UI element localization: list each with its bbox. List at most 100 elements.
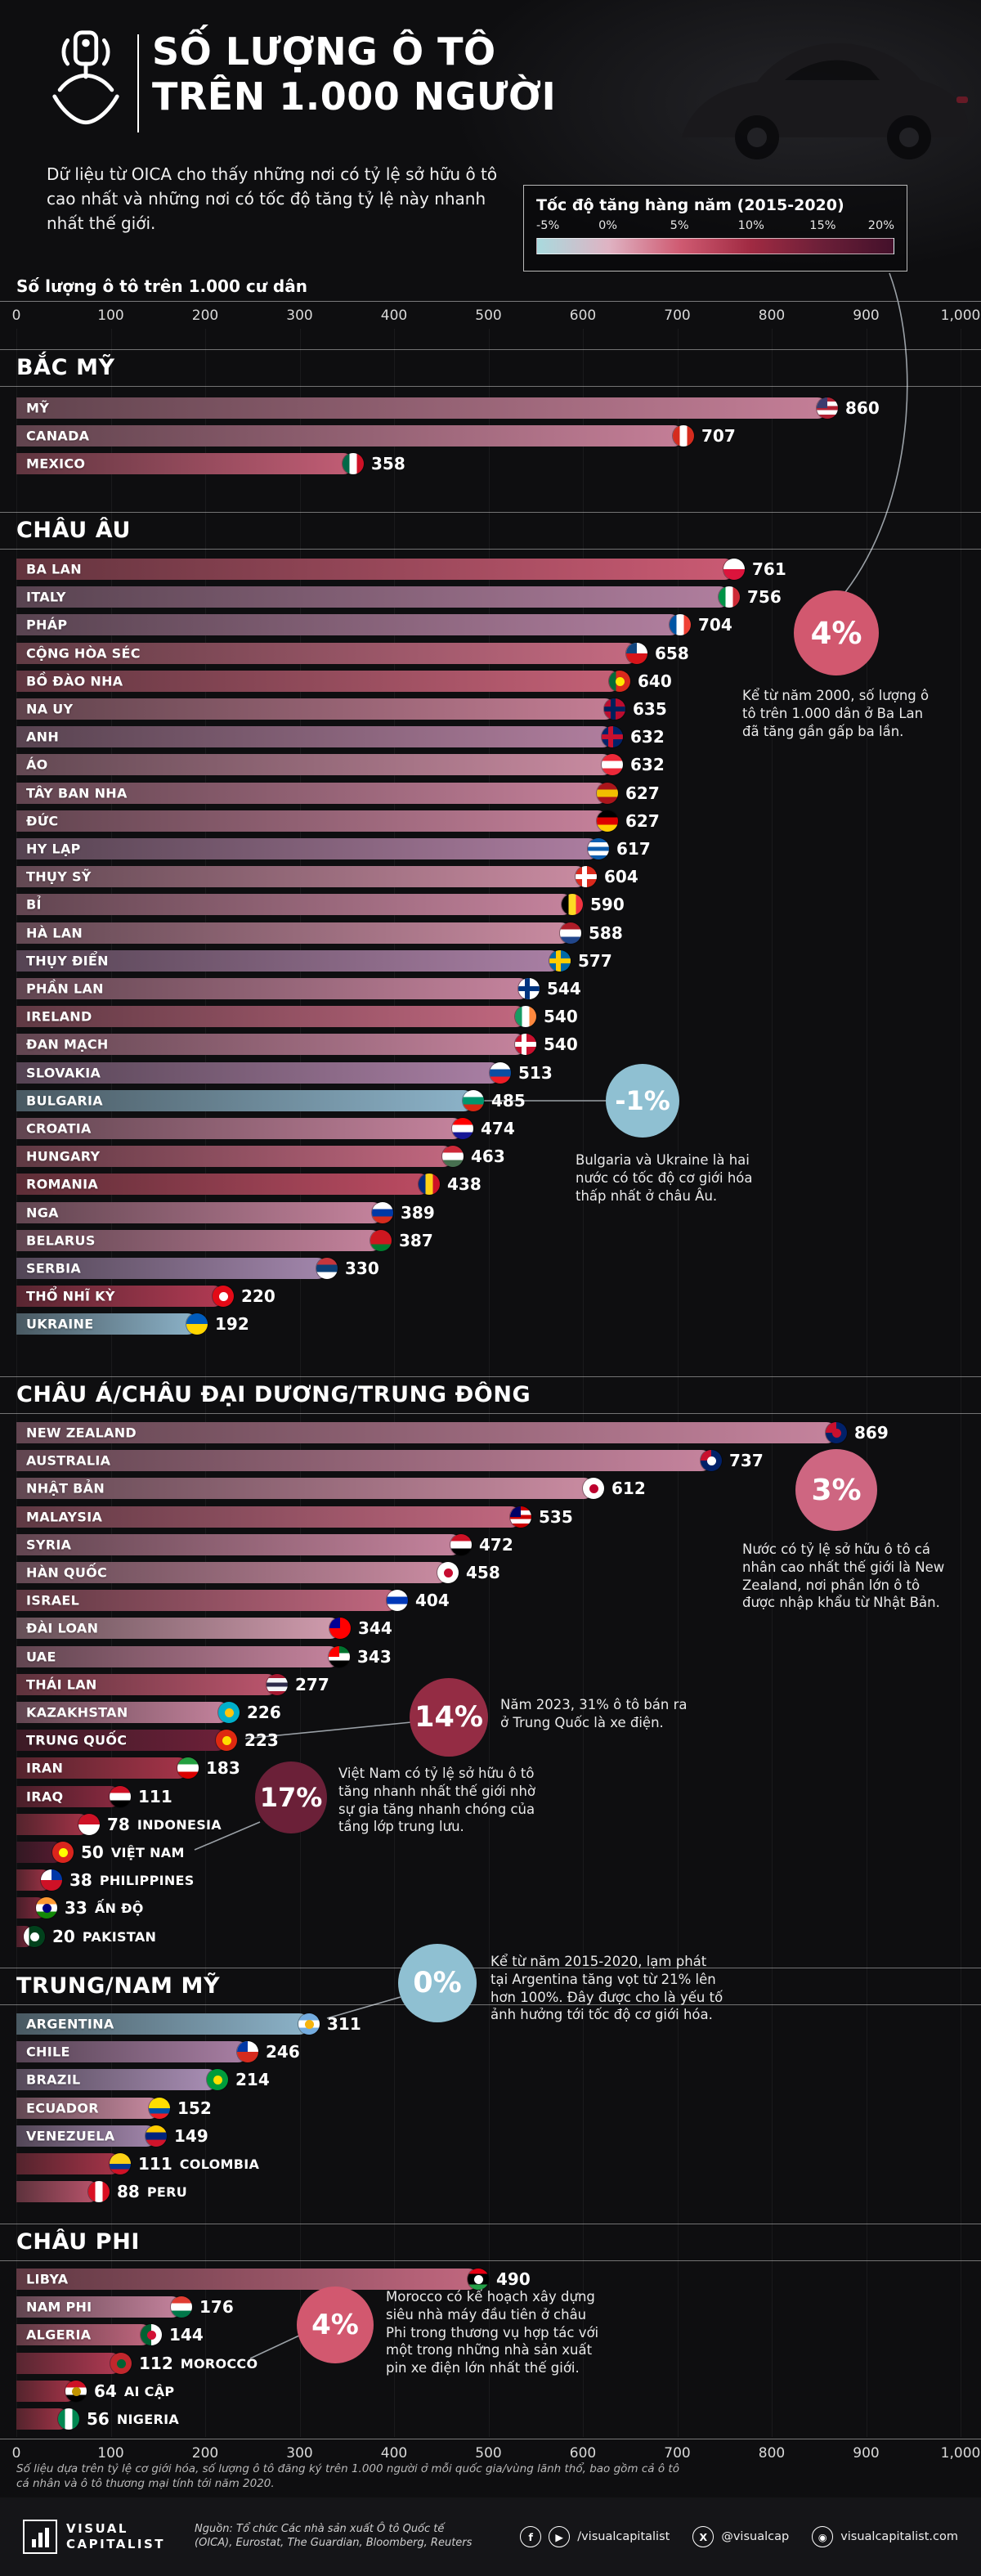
legend-tick: -5% xyxy=(536,219,560,232)
flag-badge xyxy=(58,1847,68,1857)
bar-row: BRAZIL 214 xyxy=(16,2069,270,2090)
social-item[interactable]: X @visualcap xyxy=(692,2526,789,2547)
bar: THÁI LAN xyxy=(16,1674,278,1695)
annotation-text: Năm 2023, 31% ô tô bán ra ở Trung Quốc l… xyxy=(500,1697,688,1730)
bar-value: 612 xyxy=(611,1479,646,1498)
country-label: HÀN QUỐC xyxy=(26,1564,108,1581)
country-label: SERBIA xyxy=(26,1260,82,1277)
bar-value: 632 xyxy=(630,727,665,747)
social-handle[interactable]: /visualcapitalist xyxy=(577,2530,670,2543)
bar-row: BA LAN 761 xyxy=(16,559,786,580)
legend-title: Tốc độ tăng hàng năm (2015-2020) xyxy=(536,196,844,214)
bar-value: 540 xyxy=(544,1007,578,1026)
flag-icon xyxy=(41,1869,62,1891)
bar-row: 20 PAKISTAN xyxy=(16,1926,156,1947)
section-title: CHÂU Á/CHÂU ĐẠI DƯƠNG/TRUNG ĐÔNG xyxy=(16,1382,531,1407)
country-label: CHILE xyxy=(26,2044,70,2060)
flag-icon xyxy=(604,698,625,720)
axis-ticks-bottom: 0 100 200 300 400 500 600 700 800 900 1,000 xyxy=(0,2445,981,2465)
flag-icon xyxy=(171,2296,192,2318)
social-handle[interactable]: @visualcap xyxy=(721,2530,790,2543)
car-photo xyxy=(682,43,968,159)
bar-value: 183 xyxy=(206,1758,240,1778)
vc-logo-text: VISUAL CAPITALIST xyxy=(66,2521,165,2553)
flag-badge xyxy=(29,1932,39,1941)
annotation-text: Việt Nam có tỷ lệ sở hữu ô tô tăng nhanh… xyxy=(338,1766,535,1835)
axis-tick: 400 xyxy=(380,307,408,324)
country-label: MALAYSIA xyxy=(26,1509,103,1525)
social-handle[interactable]: visualcapitalist.com xyxy=(840,2530,958,2543)
bar-value: 756 xyxy=(747,587,782,607)
bar: AUSTRALIA xyxy=(16,1450,712,1471)
vc-logo-line2: CAPITALIST xyxy=(66,2537,166,2551)
source-text: Nguồn: Tổ chức Các nhà sản xuất Ô tô Quố… xyxy=(195,2523,473,2549)
social-item[interactable]: f ▶ /visualcapitalist xyxy=(520,2526,670,2547)
flag-icon xyxy=(602,754,623,775)
page-title-line1: SỐ LƯỢNG Ô TÔ xyxy=(152,29,496,74)
axis-tick: 800 xyxy=(758,2445,786,2462)
flag-icon xyxy=(490,1062,511,1084)
bar: HÀ LAN xyxy=(16,922,571,944)
x-twitter-icon[interactable]: X xyxy=(692,2526,714,2547)
bar: CANADA xyxy=(16,425,684,447)
youtube-icon[interactable]: ▶ xyxy=(549,2526,571,2547)
bar-value: 463 xyxy=(471,1147,505,1166)
flag-icon xyxy=(88,2181,110,2202)
flag-icon xyxy=(560,922,581,944)
instagram-icon[interactable]: ◉ xyxy=(812,2526,834,2547)
bar-row: CHILE 246 xyxy=(16,2041,300,2062)
bar: UAE xyxy=(16,1646,340,1667)
country-label: PERU xyxy=(146,2183,188,2200)
bar-row: MỸ 860 xyxy=(16,397,880,419)
flag-icon xyxy=(24,1926,45,1947)
social-item[interactable]: ◉ visualcapitalist.com xyxy=(812,2526,958,2547)
flag-badge xyxy=(615,676,625,686)
bar-value: 627 xyxy=(625,811,660,831)
country-label: SYRIA xyxy=(26,1537,72,1553)
bar-value: 485 xyxy=(491,1091,526,1111)
gridline xyxy=(205,329,206,2437)
vc-logo-icon xyxy=(23,2520,57,2554)
flag-icon xyxy=(518,978,540,999)
flag-icon xyxy=(36,1897,57,1919)
axis-tick: 200 xyxy=(191,307,219,324)
flag-cross xyxy=(611,698,616,720)
bar: CROATIA xyxy=(16,1118,464,1139)
country-label: BỒ ĐÀO NHA xyxy=(26,673,123,689)
flag-icon xyxy=(626,643,647,664)
flag-icon xyxy=(186,1313,208,1335)
annotation-percentage: 17% xyxy=(255,1761,327,1833)
flag-icon xyxy=(549,950,571,972)
country-label: THÁI LAN xyxy=(26,1676,97,1693)
facebook-icon[interactable]: f xyxy=(520,2526,542,2547)
bar: BỒ ĐÀO NHA xyxy=(16,671,620,692)
bar-value: 88 xyxy=(117,2182,140,2201)
flag-badge xyxy=(443,1568,453,1577)
flag-icon xyxy=(65,2381,87,2402)
bar: NEW ZEALAND xyxy=(16,1422,837,1443)
flag-icon xyxy=(213,1286,234,1307)
flag-icon xyxy=(237,2041,258,2062)
country-label: BỈ xyxy=(26,896,42,913)
country-label: KAZAKHSTAN xyxy=(26,1704,128,1721)
bar xyxy=(16,2153,121,2174)
flag-badge xyxy=(831,1428,841,1438)
intro-text: Dữ liệu từ OICA cho thấy những nơi có tỷ… xyxy=(47,164,498,233)
bar-row: BULGARIA 485 xyxy=(16,1090,526,1111)
annotation-percentage: 3% xyxy=(795,1449,877,1531)
flag-icon xyxy=(463,1090,484,1111)
flag-icon xyxy=(510,1506,531,1528)
bar-value: 192 xyxy=(215,1314,249,1334)
section-title: BẮC MỸ xyxy=(16,355,115,380)
bar-row: TRUNG QUỐC 223 xyxy=(16,1730,279,1751)
bar-row: THỤY ĐIỂN 577 xyxy=(16,950,612,972)
vc-logo-line1: VISUAL xyxy=(66,2520,128,2536)
axis-tick: 600 xyxy=(569,307,597,324)
bar-value: 214 xyxy=(235,2070,270,2089)
bar: THỤY ĐIỂN xyxy=(16,950,561,972)
flag-icon xyxy=(329,1618,351,1639)
bar-row: 56 NIGERIA xyxy=(16,2408,179,2430)
axis-tick: 1,000 xyxy=(940,307,981,324)
bar xyxy=(16,2181,100,2202)
